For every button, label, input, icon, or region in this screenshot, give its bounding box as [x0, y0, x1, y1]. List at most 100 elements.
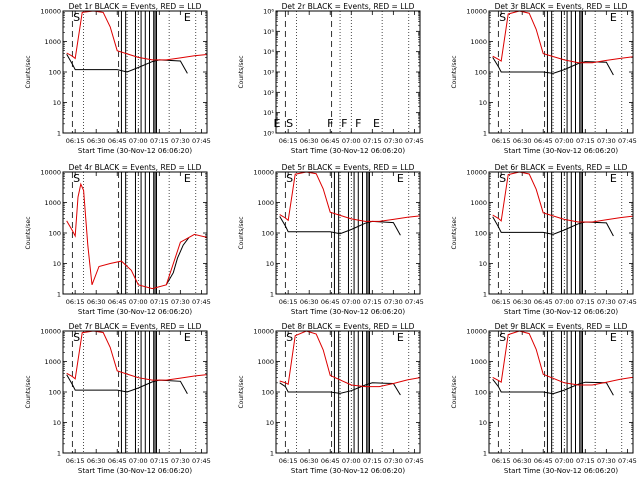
x-tick-label: 06:30: [513, 298, 532, 306]
y-tick-label: 1000: [44, 199, 61, 207]
x-tick-label: 07:00: [129, 298, 148, 306]
panel-8: Det 8r BLACK = Events, RED = LLD Counts/s…: [238, 322, 424, 475]
x-tick-label: 06:45: [534, 457, 553, 465]
x-tick-label: 06:45: [321, 457, 340, 465]
y-tick-label: 10³: [263, 69, 274, 77]
y-tick-label: 10000: [40, 169, 61, 177]
y-tick-label: 10⁰: [263, 130, 274, 138]
x-tick-label: 07:00: [342, 298, 361, 306]
x-tick-label: 07:00: [555, 298, 574, 306]
y-tick-label: 10000: [466, 328, 487, 336]
y-axis-label: Counts/sec: [25, 216, 32, 249]
panel-title: Det 9r BLACK = Events, RED = LLD: [495, 322, 628, 331]
x-tick-label: 07:30: [171, 137, 190, 145]
y-tick-label: 10: [479, 260, 487, 268]
panel-title: Det 1r BLACK = Events, RED = LLD: [69, 2, 202, 11]
x-tick-label: 07:15: [576, 137, 595, 145]
x-tick-label: 07:15: [363, 137, 382, 145]
x-axis-label: Start Time (30-Nov-12 06:06:20): [504, 308, 618, 316]
y-tick-label: 100: [262, 389, 274, 397]
x-tick-label: 07:00: [342, 137, 361, 145]
x-axis-label: Start Time (30-Nov-12 06:06:20): [504, 467, 618, 475]
x-tick-label: 06:15: [66, 298, 85, 306]
x-tick-label: 07:15: [150, 457, 169, 465]
plot-frame: [275, 10, 421, 134]
panel-3: Det 3r BLACK = Events, RED = LLD Counts/s…: [451, 2, 637, 155]
flag-marker: S: [499, 331, 506, 344]
y-tick-label: 1000: [470, 199, 487, 207]
x-tick-label: 07:45: [618, 137, 637, 145]
series-events: [279, 382, 401, 396]
x-axis-label: Start Time (30-Nov-12 06:06:20): [78, 147, 192, 155]
x-tick-label: 06:30: [300, 298, 319, 306]
x-tick-label: 06:15: [279, 457, 298, 465]
series-lld: [492, 331, 633, 386]
x-axis-label: Start Time (30-Nov-12 06:06:20): [291, 147, 405, 155]
y-tick-label: 100: [475, 230, 487, 238]
y-tick-label: 10000: [40, 8, 61, 16]
x-tick-label: 06:30: [300, 137, 319, 145]
x-tick-label: 07:30: [597, 298, 616, 306]
x-tick-label: 06:45: [108, 457, 127, 465]
flag-marker: E: [610, 331, 617, 344]
y-tick-label: 1000: [44, 38, 61, 46]
panel-5: Det 5r BLACK = Events, RED = LLD Counts/s…: [238, 163, 424, 316]
flag-marker: S: [286, 331, 293, 344]
x-axis-label: Start Time (30-Nov-12 06:06:20): [291, 467, 405, 475]
y-tick-label: 1: [483, 291, 487, 299]
x-tick-label: 07:45: [618, 298, 637, 306]
y-axis-label: Counts/sec: [238, 55, 245, 88]
flag-marker: F: [355, 117, 361, 130]
x-tick-label: 06:45: [108, 137, 127, 145]
x-tick-label: 06:30: [513, 457, 532, 465]
y-tick-label: 1000: [257, 358, 274, 366]
y-tick-label: 10: [53, 419, 61, 427]
panel-6: Det 6r BLACK = Events, RED = LLD Counts/s…: [451, 163, 637, 316]
y-axis-label: Counts/sec: [238, 216, 245, 249]
y-tick-label: 10: [479, 419, 487, 427]
flag-marker: S: [73, 331, 80, 344]
x-tick-label: 06:15: [492, 457, 511, 465]
flag-marker: F: [327, 117, 333, 130]
y-tick-label: 1000: [44, 358, 61, 366]
x-tick-label: 06:30: [87, 137, 106, 145]
x-tick-label: 06:45: [108, 298, 127, 306]
y-tick-label: 10000: [253, 328, 274, 336]
y-axis-label: Counts/sec: [451, 55, 458, 88]
y-tick-label: 100: [475, 69, 487, 77]
series-events: [165, 237, 190, 286]
y-tick-label: 1: [57, 450, 61, 458]
x-tick-label: 07:45: [192, 298, 211, 306]
flag-marker: S: [73, 172, 80, 185]
flag-marker: E: [397, 331, 404, 344]
y-tick-label: 100: [262, 230, 274, 238]
x-tick-label: 07:15: [363, 298, 382, 306]
x-tick-label: 06:15: [492, 298, 511, 306]
panel-title: Det 2r BLACK = Events, RED = LLD: [282, 2, 415, 11]
x-tick-label: 07:45: [192, 457, 211, 465]
x-tick-label: 06:15: [66, 457, 85, 465]
series-events: [66, 54, 188, 74]
flag-marker: S: [286, 172, 293, 185]
plot-frame: [62, 330, 208, 454]
plot-frame: [275, 330, 421, 454]
x-tick-label: 07:45: [618, 457, 637, 465]
series-events: [492, 57, 614, 76]
panel-title: Det 3r BLACK = Events, RED = LLD: [495, 2, 628, 11]
y-tick-label: 10: [266, 260, 274, 268]
flag-marker: S: [499, 172, 506, 185]
flag-marker: E: [184, 331, 191, 344]
plot-frame: [62, 171, 208, 295]
x-tick-label: 07:15: [150, 137, 169, 145]
x-tick-label: 06:30: [513, 137, 532, 145]
y-tick-label: 1: [483, 450, 487, 458]
plot-frame: [488, 171, 634, 295]
y-axis-label: Counts/sec: [238, 375, 245, 408]
panel-title: Det 6r BLACK = Events, RED = LLD: [495, 163, 628, 172]
y-tick-label: 1: [270, 450, 274, 458]
series-lld: [66, 11, 207, 61]
y-tick-label: 10: [479, 99, 487, 107]
x-tick-label: 07:30: [597, 457, 616, 465]
series-lld: [279, 172, 420, 222]
x-tick-label: 07:00: [342, 457, 361, 465]
